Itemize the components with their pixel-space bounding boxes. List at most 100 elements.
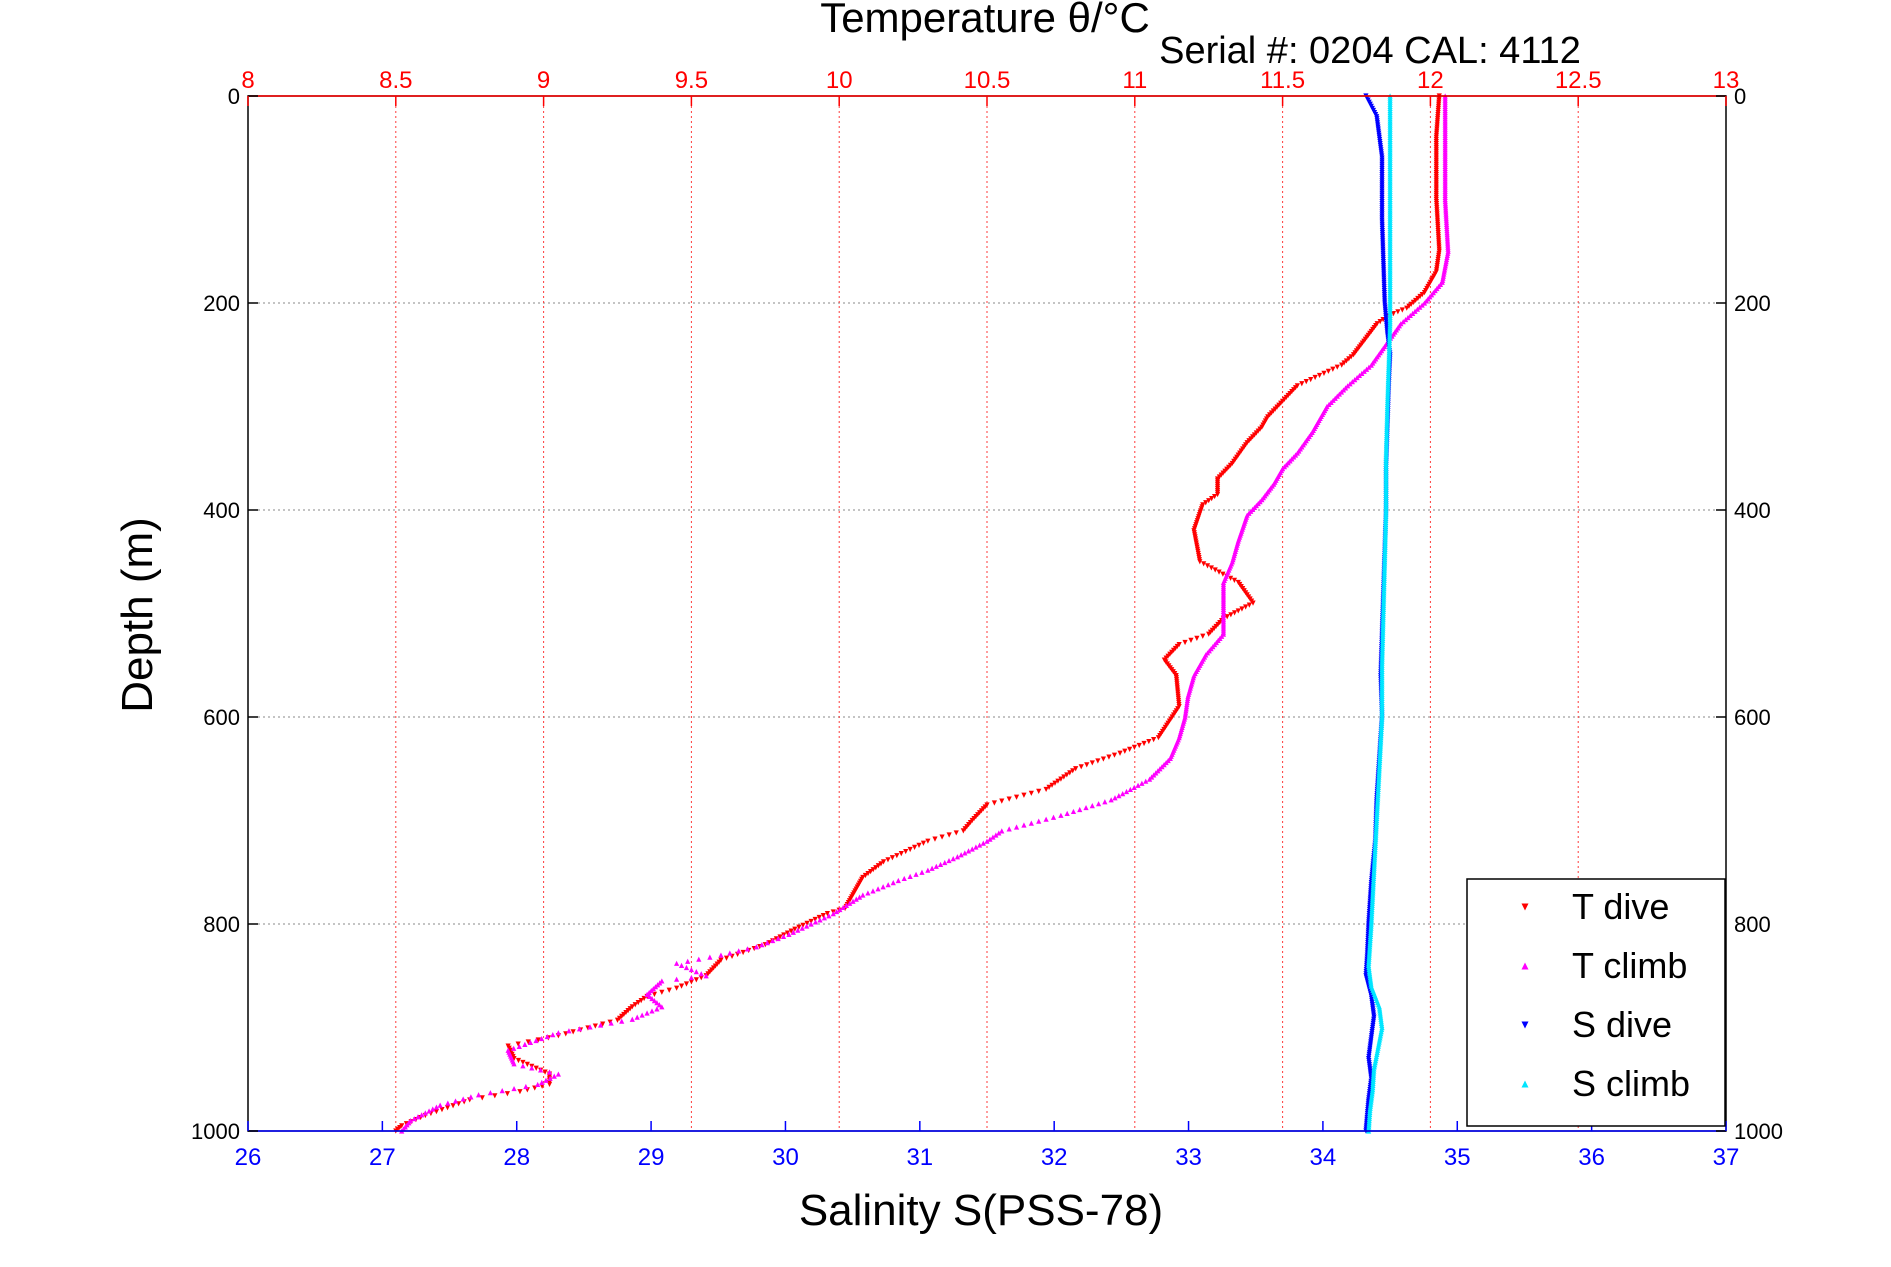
data-point: [977, 842, 983, 848]
top-tick-label: 9: [537, 67, 550, 94]
data-point: [1064, 810, 1070, 816]
data-point: [1224, 614, 1230, 620]
data-point: [980, 840, 986, 846]
data-point: [1369, 1089, 1375, 1095]
data-point: [1135, 782, 1141, 788]
legend-entry-t-dive: T dive: [1521, 886, 1669, 927]
data-point: [1379, 1022, 1385, 1029]
data-point: [1036, 818, 1042, 824]
data-point: [826, 913, 832, 919]
data-point: [525, 1039, 531, 1045]
data-point: [1194, 635, 1200, 641]
data-point: [674, 985, 680, 991]
top-tick-label: 12: [1417, 67, 1444, 94]
data-point: [430, 1106, 436, 1112]
data-point: [533, 1065, 539, 1071]
data-point: [659, 1004, 665, 1010]
data-point: [1334, 364, 1340, 370]
data-point: [683, 964, 690, 971]
data-point: [1395, 309, 1401, 315]
data-point: [1208, 565, 1214, 571]
data-point: [990, 834, 996, 840]
data-point: [419, 1112, 425, 1118]
data-point: [1367, 1105, 1373, 1111]
data-point: [479, 1095, 485, 1101]
data-point: [786, 931, 792, 937]
data-point: [1131, 784, 1137, 790]
data-point: [598, 1022, 604, 1028]
data-point: [450, 1103, 456, 1109]
data-point: [1139, 780, 1145, 786]
data-point: [907, 873, 913, 879]
data-point: [1028, 790, 1034, 796]
data-point: [551, 1073, 557, 1079]
data-point: [1407, 312, 1413, 319]
data-point: [1339, 362, 1345, 368]
data-point: [812, 916, 818, 923]
data-point: [873, 865, 879, 871]
data-point: [1377, 1012, 1384, 1018]
data-point: [1083, 804, 1089, 811]
data-point: [1231, 577, 1238, 583]
data-point: [1100, 756, 1106, 762]
data-point: [1365, 962, 1372, 968]
bottom-tick-label: 31: [906, 1144, 933, 1171]
data-point: [614, 1017, 621, 1023]
data-point: [511, 1061, 517, 1067]
data-point: [991, 800, 997, 806]
data-point: [659, 989, 665, 995]
data-point: [634, 1014, 640, 1020]
data-point: [833, 908, 840, 915]
data-point: [539, 1035, 545, 1042]
data-point: [790, 929, 796, 935]
data-point: [987, 836, 993, 842]
data-point: [576, 1026, 583, 1032]
data-point: [546, 1069, 553, 1075]
data-point: [504, 1091, 510, 1097]
data-point: [740, 949, 746, 956]
legend-marker: [1521, 962, 1529, 970]
axis-layer: 0 200 400 600 800 1000 0 200 400 600 800 1000 8 8.5 9 9…: [191, 67, 1783, 1171]
data-point: [1089, 760, 1095, 766]
data-point: [925, 838, 931, 844]
serial-cal-label: Serial #: 0204 CAL: 4112: [1159, 30, 1581, 72]
data-point: [1095, 801, 1102, 807]
data-point: [962, 850, 968, 856]
data-point: [889, 855, 896, 861]
data-point: [592, 1023, 598, 1029]
data-point: [1197, 559, 1203, 565]
data-point: [1368, 1101, 1374, 1107]
data-point: [965, 848, 972, 854]
data-point: [1141, 740, 1147, 747]
data-point: [1402, 316, 1409, 323]
bottom-tick-label: 27: [369, 1144, 396, 1171]
data-point: [775, 935, 781, 942]
legend: T dive T climb S dive S climb: [1466, 878, 1726, 1127]
data-point: [816, 914, 822, 921]
data-point: [953, 830, 959, 836]
data-point: [903, 848, 909, 855]
data-point: [511, 1085, 517, 1092]
data-point: [1146, 738, 1152, 745]
data-point: [511, 1045, 517, 1051]
legend-marker: [1521, 903, 1529, 911]
right-tick-label: 600: [1734, 705, 1771, 730]
data-point: [898, 851, 904, 857]
data-point: [1089, 803, 1095, 809]
data-point: [1212, 493, 1218, 500]
data-point: [840, 904, 846, 911]
data-point: [1405, 314, 1411, 321]
data-point: [821, 915, 828, 921]
data-point: [1127, 786, 1133, 793]
data-point: [1209, 496, 1215, 502]
data-point: [1308, 376, 1314, 383]
data-point: [1312, 374, 1318, 381]
data-point: [535, 1081, 541, 1088]
data-point: [644, 1010, 650, 1016]
data-point: [555, 1030, 561, 1036]
data-point: [543, 1077, 549, 1083]
data-point: [678, 983, 685, 989]
data-point: [1421, 300, 1428, 306]
data-point: [1046, 784, 1052, 790]
left-tick-label: 600: [203, 705, 240, 730]
